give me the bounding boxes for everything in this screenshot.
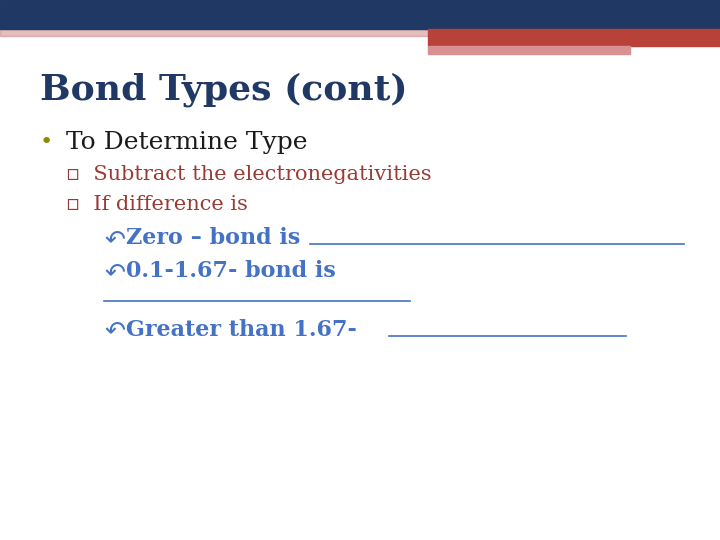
- Text: ↶: ↶: [104, 228, 125, 252]
- Text: Greater than 1.67-: Greater than 1.67-: [126, 319, 364, 341]
- Text: To Determine Type: To Determine Type: [66, 131, 307, 154]
- Text: •: •: [40, 132, 53, 152]
- FancyBboxPatch shape: [428, 46, 630, 54]
- Text: Zero – bond is: Zero – bond is: [126, 227, 308, 249]
- Text: 0.1-1.67- bond is: 0.1-1.67- bond is: [126, 260, 336, 282]
- Text: ↶: ↶: [104, 320, 125, 343]
- Text: ↶: ↶: [104, 261, 125, 285]
- Text: ▫  If difference is: ▫ If difference is: [66, 195, 248, 214]
- FancyBboxPatch shape: [0, 0, 720, 29]
- FancyBboxPatch shape: [0, 29, 432, 36]
- Text: Bond Types (cont): Bond Types (cont): [40, 73, 408, 107]
- FancyBboxPatch shape: [428, 29, 720, 46]
- Text: ▫  Subtract the electronegativities: ▫ Subtract the electronegativities: [66, 165, 432, 184]
